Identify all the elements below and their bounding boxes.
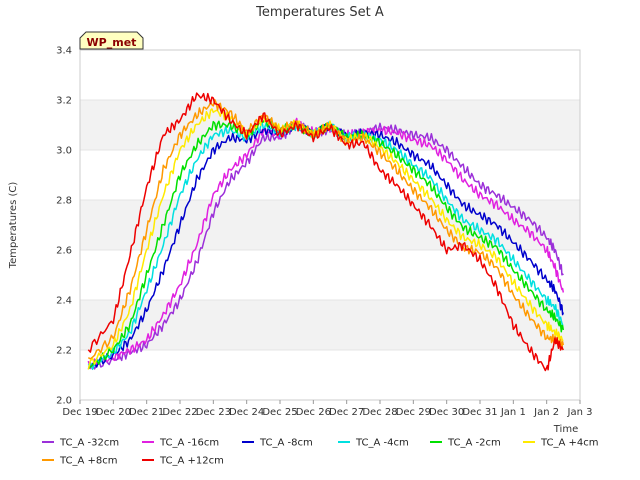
chart-title: Temperatures Set A <box>255 5 384 20</box>
x-tick-label: Dec 23 <box>196 407 231 418</box>
legend: TC_A -32cm TC_A -16cm TC_A -8cm TC_A -4cm TC… <box>42 438 599 467</box>
series-line <box>87 98 565 360</box>
x-tick-label: Jan 2 <box>533 407 559 418</box>
legend-label: TC_A -16cm <box>159 438 219 449</box>
legend-label: TC_A -2cm <box>447 438 501 449</box>
y-tick-label: 3.2 <box>56 96 72 107</box>
grid-bands <box>80 100 580 350</box>
grid-band <box>80 200 580 250</box>
x-tick-label: Dec 20 <box>96 407 131 418</box>
y-tick-label: 2.4 <box>56 296 72 307</box>
y-tick-label: 3.4 <box>56 46 72 57</box>
x-tick-label: Dec 28 <box>362 407 397 418</box>
y-axis-title: Temperatures (C) <box>8 182 19 270</box>
x-tick-label: Dec 29 <box>396 407 431 418</box>
x-tick-label: Dec 24 <box>229 407 264 418</box>
site-badge: WP_met <box>79 31 144 50</box>
x-tick-label: Dec 19 <box>62 407 97 418</box>
x-axis-title: Time <box>553 424 578 435</box>
x-tick-label: Dec 30 <box>429 407 464 418</box>
series-line <box>87 122 565 370</box>
x-tick-label: Dec 27 <box>329 407 364 418</box>
site-badge-label: WP_met <box>87 36 137 49</box>
x-tick-label: Dec 31 <box>462 407 497 418</box>
site-badge-shape <box>79 31 144 50</box>
legend-label: TC_A +12cm <box>159 456 224 467</box>
series-line <box>87 120 564 371</box>
x-tick-label: Dec 21 <box>129 407 164 418</box>
legend-label: TC_A +4cm <box>540 438 599 449</box>
y-tick-label: 2.2 <box>56 346 72 357</box>
x-tick-label: Jan 3 <box>567 407 593 418</box>
series-line <box>87 92 564 372</box>
x-tick-label: Dec 25 <box>262 407 297 418</box>
y-tick-label: 3.0 <box>56 146 72 157</box>
x-tick-label: Dec 26 <box>296 407 331 418</box>
x-tick-label: Jan 1 <box>500 407 526 418</box>
grid-band <box>80 300 580 350</box>
legend-label: TC_A -32cm <box>59 438 119 449</box>
x-tick-label: Dec 22 <box>162 407 197 418</box>
series-lines <box>87 92 565 372</box>
y-axis: 2.0 2.2 2.4 2.6 2.8 3.0 3.2 3.4 <box>56 46 72 407</box>
legend-label: TC_A -8cm <box>259 438 313 449</box>
y-tick-label: 2.8 <box>56 196 72 207</box>
legend-label: TC_A +8cm <box>59 456 118 467</box>
y-tick-label: 2.0 <box>56 396 72 407</box>
legend-label: TC_A -4cm <box>355 438 409 449</box>
y-tick-label: 2.6 <box>56 246 72 257</box>
plot-frame <box>79 49 581 401</box>
